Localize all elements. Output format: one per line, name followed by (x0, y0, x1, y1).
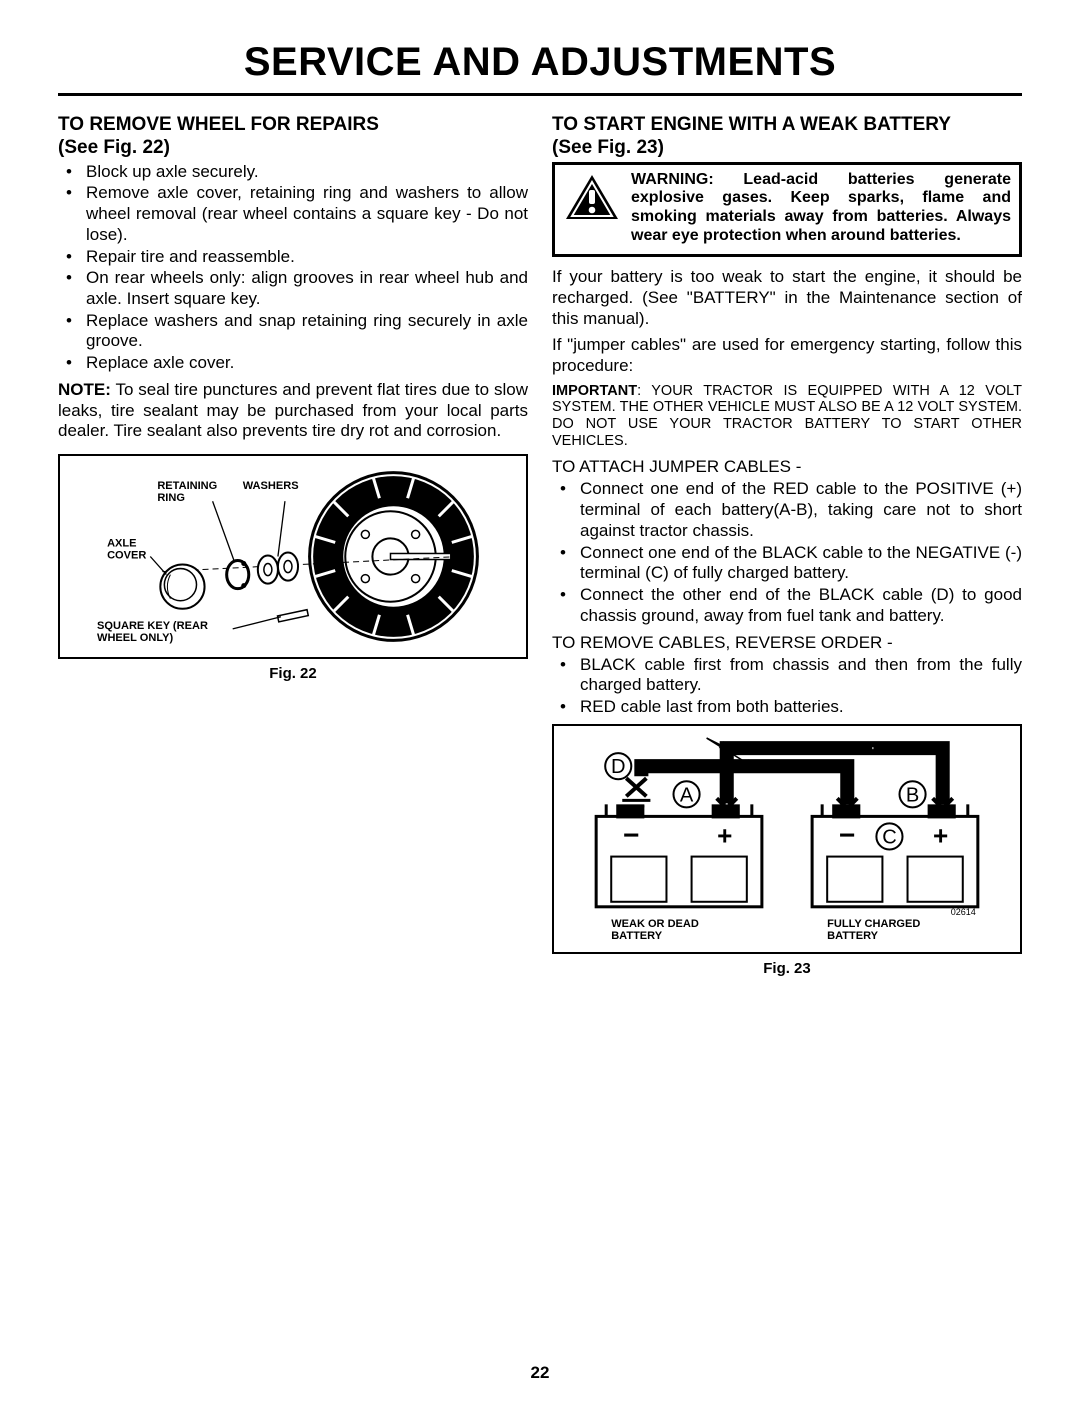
left-column: TO REMOVE WHEEL FOR REPAIRS (See Fig. 22… (58, 114, 528, 983)
left-heading-line2: (See Fig. 22) (58, 137, 170, 158)
list-item: Replace axle cover. (58, 353, 528, 374)
svg-text:−: − (623, 819, 639, 850)
left-heading: TO REMOVE WHEEL FOR REPAIRS (See Fig. 22… (58, 114, 528, 160)
list-item: RED cable last from both batteries. (552, 697, 1022, 718)
list-item: Connect one end of the BLACK cable to th… (552, 543, 1022, 584)
para-recharge: If your battery is too weak to start the… (552, 267, 1022, 329)
note-label: NOTE: (58, 380, 111, 399)
fig22-caption: Fig. 22 (58, 665, 528, 682)
svg-text:BATTERY: BATTERY (827, 930, 879, 942)
remove-bullets: BLACK cable first from chassis and then … (552, 655, 1022, 718)
attach-heading: TO ATTACH JUMPER CABLES - (552, 457, 1022, 477)
svg-text:FULLY CHARGED: FULLY CHARGED (827, 918, 920, 930)
right-column: TO START ENGINE WITH A WEAK BATTERY (See… (552, 114, 1022, 983)
svg-text:WEAK OR DEAD: WEAK OR DEAD (611, 918, 699, 930)
svg-text:BATTERY: BATTERY (611, 930, 663, 942)
attach-bullets: Connect one end of the RED cable to the … (552, 479, 1022, 626)
figure-23-svg: − + − + (554, 726, 1020, 952)
remove-heading: TO REMOVE CABLES, REVERSE ORDER - (552, 633, 1022, 653)
note-paragraph: NOTE: To seal tire punctures and prevent… (58, 380, 528, 442)
svg-text:A: A (680, 784, 694, 806)
important-note: IMPORTANT: YOUR TRACTOR IS EQUIPPED WITH… (552, 383, 1022, 450)
right-heading-line1: TO START ENGINE WITH A WEAK BATTERY (552, 114, 951, 135)
list-item: Replace washers and snap retaining ring … (58, 311, 528, 352)
important-label: IMPORTANT (552, 383, 637, 399)
warning-label: WARNING (631, 171, 708, 188)
para-jumper: If "jumper cables" are used for emergenc… (552, 335, 1022, 376)
list-item: On rear wheels only: align grooves in re… (58, 268, 528, 309)
warning-text: WARNING: Lead-acid batteries generate ex… (631, 171, 1011, 247)
page-title: Service And Adjustments (58, 40, 1022, 96)
fig23-caption: Fig. 23 (552, 960, 1022, 977)
left-heading-line1: TO REMOVE WHEEL FOR REPAIRS (58, 114, 379, 135)
svg-text:D: D (611, 756, 626, 778)
label-square-key: SQUARE KEY (REAR (97, 620, 208, 632)
svg-text:C: C (882, 826, 897, 848)
list-item: Connect the other end of the BLACK cable… (552, 585, 1022, 626)
svg-text:WHEEL ONLY): WHEEL ONLY) (97, 632, 173, 644)
label-washers: WASHERS (243, 480, 299, 492)
warning-triangle-icon (563, 171, 621, 247)
left-bullets: Block up axle securely. Remove axle cove… (58, 162, 528, 374)
list-item: Repair tire and reassemble. (58, 247, 528, 268)
list-item: Remove axle cover, retaining ring and wa… (58, 183, 528, 245)
svg-text:COVER: COVER (107, 550, 146, 562)
note-body: To seal tire punctures and prevent flat … (58, 380, 528, 440)
page-number: 22 (58, 1363, 1022, 1383)
warning-box: WARNING: Lead-acid batteries generate ex… (552, 162, 1022, 258)
right-heading-line2: (See Fig. 23) (552, 137, 664, 158)
figure-22-box: RETAINING RING WASHERS AXLE COVER SQUARE… (58, 454, 528, 659)
svg-text:02614: 02614 (951, 907, 976, 917)
svg-text:−: − (839, 819, 855, 850)
list-item: BLACK cable first from chassis and then … (552, 655, 1022, 696)
figure-23-box: − + − + (552, 724, 1022, 954)
svg-text:+: + (933, 820, 948, 850)
svg-text:RING: RING (157, 492, 185, 504)
svg-text:B: B (906, 784, 919, 806)
svg-text:+: + (717, 820, 732, 850)
label-retaining-ring: RETAINING (157, 480, 217, 492)
two-column-layout: TO REMOVE WHEEL FOR REPAIRS (See Fig. 22… (58, 114, 1022, 983)
list-item: Connect one end of the RED cable to the … (552, 479, 1022, 541)
right-heading: TO START ENGINE WITH A WEAK BATTERY (See… (552, 114, 1022, 160)
label-axle-cover: AXLE (107, 538, 136, 550)
list-item: Block up axle securely. (58, 162, 528, 183)
figure-22-svg: RETAINING RING WASHERS AXLE COVER SQUARE… (60, 456, 526, 657)
